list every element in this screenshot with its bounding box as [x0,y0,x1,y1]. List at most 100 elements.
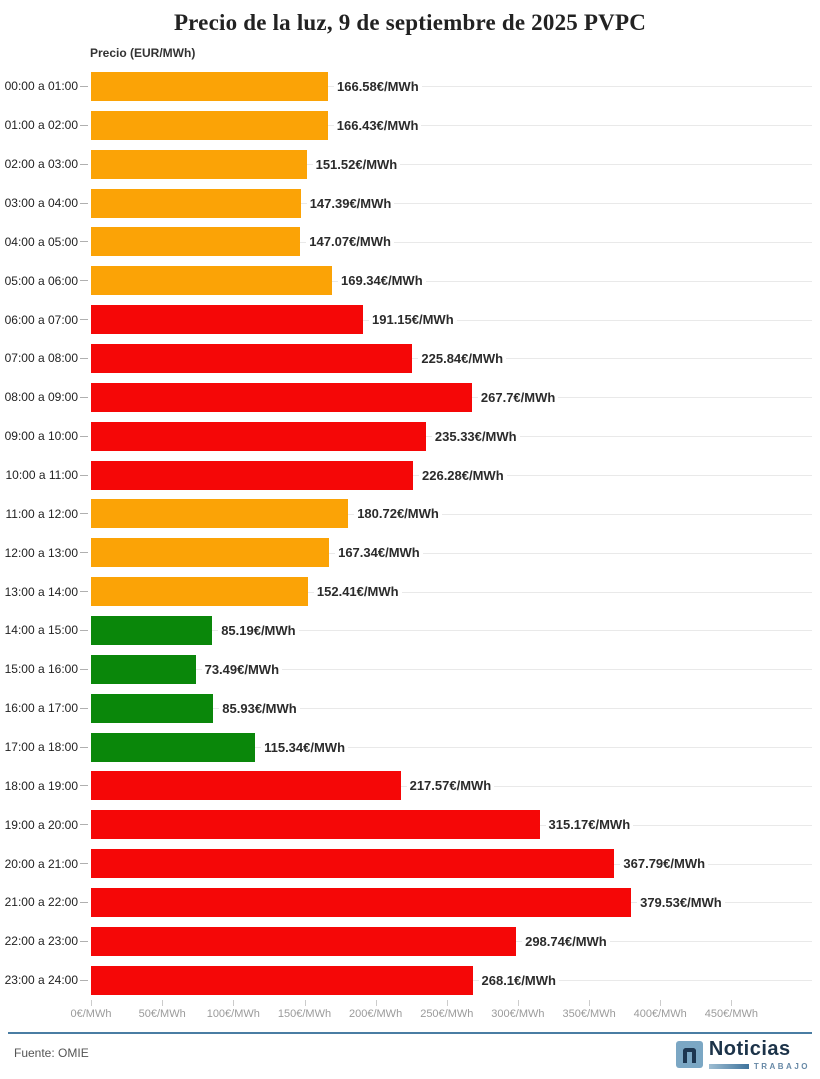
bar-08:00 [91,382,472,412]
chart-row: 06:00 a 07:00 191.15€/MWh [0,300,820,339]
gridline [91,630,812,632]
y-tick-mark [80,357,88,359]
y-tick-mark [80,824,88,826]
x-tick-mark [731,999,733,1006]
plot-area: 166.58€/MWh [91,67,820,106]
gridline [91,241,812,243]
y-axis-label: 04:00 a 05:00 [4,234,78,249]
x-tick-label: 50€/MWh [138,1007,186,1020]
plot-area: 267.7€/MWh [91,378,820,417]
plot-area: 73.49€/MWh [91,650,820,689]
bar-06:00 [91,305,363,335]
value-label: 267.7€/MWh [477,388,559,406]
y-tick-mark [80,163,88,165]
plot-area: 226.28€/MWh [91,456,820,495]
bar-20:00 [91,849,615,879]
y-tick-mark [80,629,88,631]
x-tick-label: 0€/MWh [70,1007,112,1020]
value-label: 225.84€/MWh [418,349,507,367]
value-label: 151.52€/MWh [312,155,401,173]
logo-subtitle: TRABAJO [753,1062,810,1071]
value-label: 180.72€/MWh [354,505,442,523]
value-label: 115.34€/MWh [261,738,349,756]
y-axis-label: 16:00 a 17:00 [4,701,78,716]
plot-area: 169.34€/MWh [91,261,820,300]
bar-21:00 [91,887,632,917]
y-axis-label: 05:00 a 06:00 [4,273,78,288]
chart-row: 02:00 a 03:00 151.52€/MWh [0,145,820,184]
chart-row: 14:00 a 15:00 85.19€/MWh [0,611,820,650]
x-tick-label: 100€/MWh [206,1007,260,1020]
y-axis-label: 21:00 a 22:00 [4,895,78,910]
y-tick-mark [80,940,88,942]
value-label: 235.33€/MWh [431,427,520,445]
plot-area: 217.57€/MWh [91,766,820,805]
plot-area: 225.84€/MWh [91,339,820,378]
source-text: Fuente: OMIE [14,1046,89,1060]
y-tick-mark [80,241,88,243]
chart-row: 08:00 a 09:00 267.7€/MWh [0,378,820,417]
y-tick-mark [80,785,88,787]
chart-row: 10:00 a 11:00 226.28€/MWh [0,456,820,495]
chart-row: 07:00 a 08:00 225.84€/MWh [0,339,820,378]
x-tick-mark [517,999,519,1006]
bar-00:00 [91,71,328,101]
plot-area: 379.53€/MWh [91,883,820,922]
y-axis-label: 08:00 a 09:00 [4,390,78,405]
y-tick-mark [80,85,88,87]
chart-row: 00:00 a 01:00 166.58€/MWh [0,67,820,106]
plot-area: 151.52€/MWh [91,145,820,184]
gridline [91,164,812,166]
y-axis-label: 07:00 a 08:00 [4,351,78,366]
x-tick-label: 400€/MWh [633,1007,687,1020]
value-label: 191.15€/MWh [369,311,457,329]
bar-04:00 [91,227,301,257]
y-tick-mark [80,901,88,903]
value-label: 166.58€/MWh [334,77,422,95]
y-axis-label: 06:00 a 07:00 [4,312,78,327]
plot-area: 191.15€/MWh [91,300,820,339]
logo-arch-shape [682,1048,696,1063]
y-tick-mark [80,202,88,204]
value-label: 268.1€/MWh [478,971,559,989]
bar-09:00 [91,421,426,451]
x-tick-label: 450€/MWh [704,1007,758,1020]
y-axis-label: 20:00 a 21:00 [4,856,78,871]
logo-name: Noticias [708,1038,791,1060]
chart-row: 21:00 a 22:00 379.53€/MWh [0,883,820,922]
y-tick-mark [80,746,88,748]
logo-bar [708,1064,749,1069]
y-axis-label: 02:00 a 03:00 [4,157,78,172]
x-tick-label: 150€/MWh [277,1007,332,1020]
plot-area: 235.33€/MWh [91,417,820,456]
plot-area: 152.41€/MWh [91,572,820,611]
footer-divider [8,1032,812,1034]
y-axis-label: 18:00 a 19:00 [4,778,78,793]
y-tick-mark [80,863,88,865]
y-axis-label: 14:00 a 15:00 [4,623,78,638]
y-axis-label: 17:00 a 18:00 [4,740,78,755]
bar-12:00 [91,538,330,568]
bar-chart: 00:00 a 01:00 166.58€/MWh 01:00 a 02:00 166… [0,67,820,1000]
bar-18:00 [91,771,401,801]
chart-row: 16:00 a 17:00 85.93€/MWh [0,689,820,728]
x-tick-mark [375,999,377,1006]
gridline [91,747,812,749]
x-tick-mark [446,999,448,1006]
bar-01:00 [91,110,328,140]
y-tick-mark [80,474,88,476]
y-axis-label: 19:00 a 20:00 [4,817,78,832]
chart-row: 05:00 a 06:00 169.34€/MWh [0,261,820,300]
chart-row: 11:00 a 12:00 180.72€/MWh [0,494,820,533]
y-tick-mark [80,552,88,554]
bar-14:00 [91,615,213,645]
y-tick-mark [80,591,88,593]
x-tick-mark [660,999,662,1006]
plot-area: 166.43€/MWh [91,106,820,145]
y-axis-label: 10:00 a 11:00 [5,468,78,483]
y-axis-label: 12:00 a 13:00 [4,545,78,560]
y-axis-label: 23:00 a 24:00 [4,973,78,988]
x-axis-title: Precio (EUR/MWh) [90,46,196,60]
chart-row: 22:00 a 23:00 298.74€/MWh [0,922,820,961]
